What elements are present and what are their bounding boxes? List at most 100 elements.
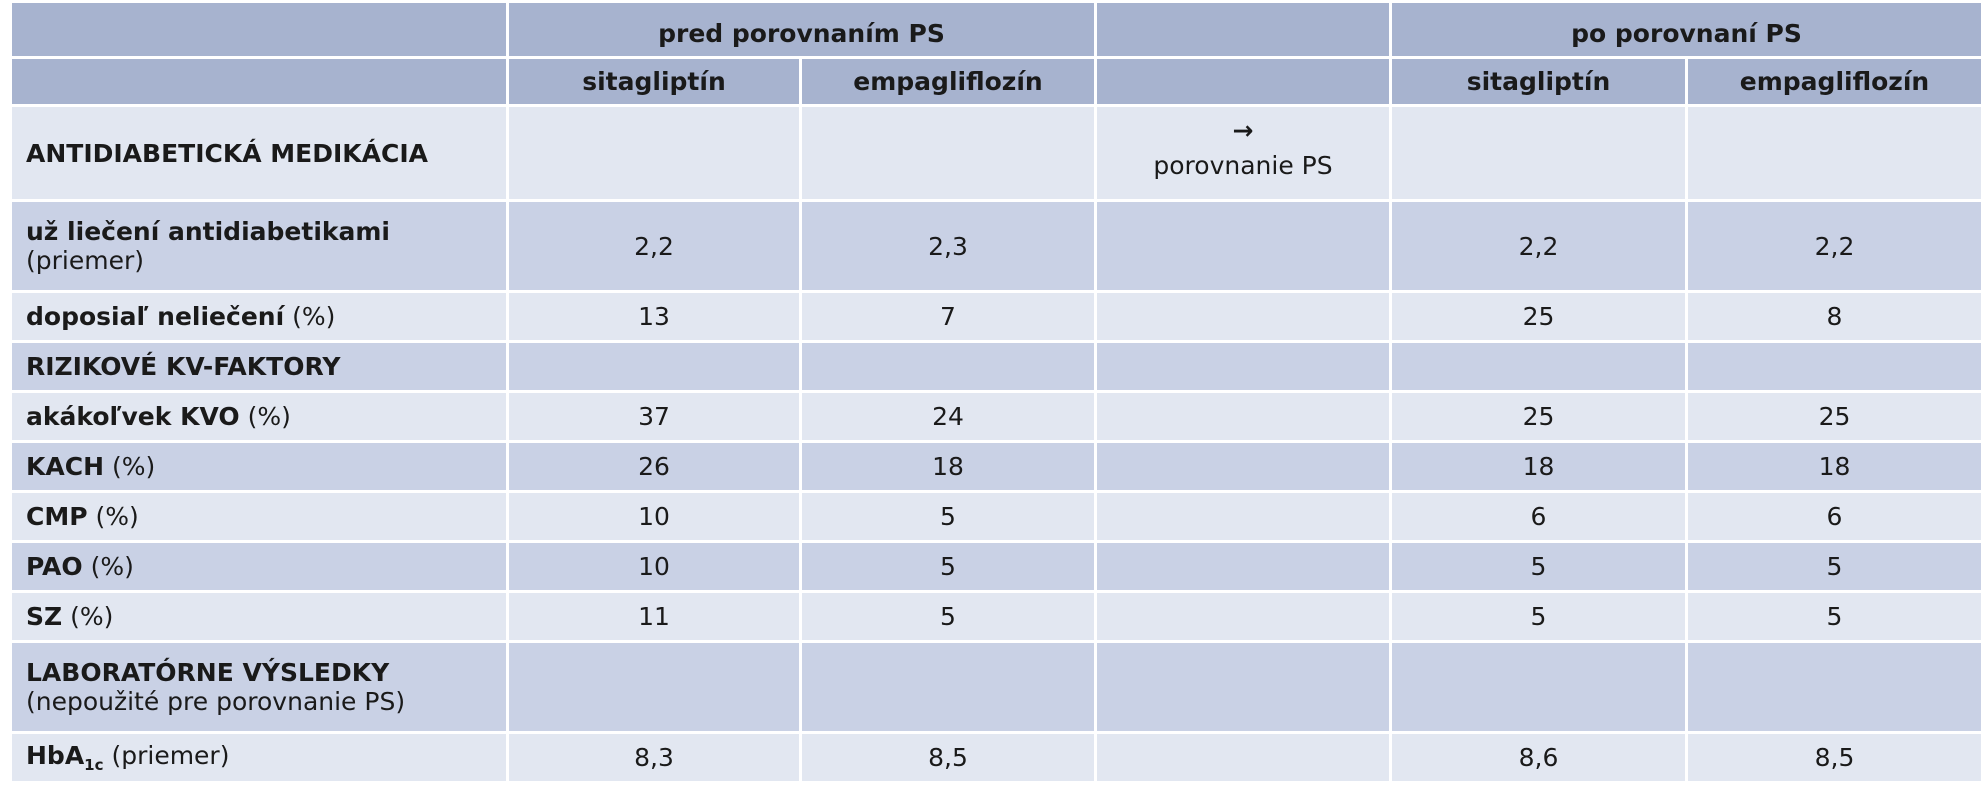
cell-value: 5 bbox=[1685, 590, 1981, 643]
row-label-note: (priemer) bbox=[111, 741, 230, 770]
cell-value bbox=[1685, 104, 1981, 202]
cell-value: 5 bbox=[1389, 540, 1688, 593]
table-row: ANTIDIABETICKÁ MEDIKÁCIA → porovnanie PS bbox=[9, 104, 1981, 202]
header-empty-cell bbox=[1094, 56, 1392, 107]
cell-value bbox=[506, 340, 802, 393]
table-row: akákoľvek KVO (%) 37 24 25 25 bbox=[9, 390, 1981, 443]
cell-empty bbox=[1094, 340, 1392, 393]
row-label: PAO (%) bbox=[9, 540, 509, 593]
table-row: LABORATÓRNE VÝSLEDKY (nepoužité pre porov… bbox=[9, 640, 1981, 734]
header-sitagliptin-before: sitagliptín bbox=[506, 56, 802, 107]
row-label: ANTIDIABETICKÁ MEDIKÁCIA bbox=[9, 104, 509, 202]
cell-empty bbox=[1094, 390, 1392, 443]
table-row: KACH (%) 26 18 18 18 bbox=[9, 440, 1981, 493]
cell-value bbox=[799, 104, 1097, 202]
cell-value: 8,3 bbox=[506, 731, 802, 784]
cell-empty bbox=[1094, 590, 1392, 643]
cell-value bbox=[506, 640, 802, 734]
row-label-subscript: 1c bbox=[84, 756, 104, 774]
cell-empty bbox=[1094, 540, 1392, 593]
cell-value: 18 bbox=[1389, 440, 1688, 493]
row-label: už liečení antidiabetikami (priemer) bbox=[9, 199, 509, 293]
header-empagliflozin-before: empagliflozín bbox=[799, 56, 1097, 107]
cell-value: 10 bbox=[506, 490, 802, 543]
cell-value: 2,2 bbox=[506, 199, 802, 293]
arrow-cell: → porovnanie PS bbox=[1094, 104, 1392, 202]
row-label: akákoľvek KVO (%) bbox=[9, 390, 509, 443]
row-label-main: doposiaľ neliečení bbox=[26, 302, 285, 331]
cell-value: 18 bbox=[799, 440, 1097, 493]
cell-value bbox=[799, 640, 1097, 734]
cell-value: 25 bbox=[1389, 290, 1688, 343]
row-label: CMP (%) bbox=[9, 490, 509, 543]
cell-empty bbox=[1094, 731, 1392, 784]
cell-value: 5 bbox=[1685, 540, 1981, 593]
header-empty-cell bbox=[9, 0, 509, 59]
row-label-note: (priemer) bbox=[26, 246, 144, 275]
cell-empty bbox=[1094, 290, 1392, 343]
row-label-main: akákoľvek KVO bbox=[26, 402, 240, 431]
row-label: KACH (%) bbox=[9, 440, 509, 493]
table-row: PAO (%) 10 5 5 5 bbox=[9, 540, 1981, 593]
table-row: SZ (%) 11 5 5 5 bbox=[9, 590, 1981, 643]
cell-value: 6 bbox=[1389, 490, 1688, 543]
row-label-main: CMP bbox=[26, 502, 88, 531]
header-empty-cell bbox=[1094, 0, 1392, 59]
row-label: LABORATÓRNE VÝSLEDKY (nepoužité pre porov… bbox=[9, 640, 509, 734]
cell-value: 7 bbox=[799, 290, 1097, 343]
cell-value: 37 bbox=[506, 390, 802, 443]
row-label-main: SZ bbox=[26, 602, 63, 631]
cell-value: 10 bbox=[506, 540, 802, 593]
row-label-main: PAO bbox=[26, 552, 83, 581]
cell-value: 26 bbox=[506, 440, 802, 493]
cell-value: 25 bbox=[1685, 390, 1981, 443]
row-label-note: (%) bbox=[95, 502, 139, 531]
cell-value bbox=[1389, 340, 1688, 393]
cell-value: 13 bbox=[506, 290, 802, 343]
cell-value: 6 bbox=[1685, 490, 1981, 543]
cell-value: 5 bbox=[799, 590, 1097, 643]
cell-value: 18 bbox=[1685, 440, 1981, 493]
row-label: RIZIKOVÉ KV-FAKTORY bbox=[9, 340, 509, 393]
cell-value: 5 bbox=[799, 490, 1097, 543]
cell-value bbox=[1685, 340, 1981, 393]
cell-value: 2,3 bbox=[799, 199, 1097, 293]
table-row: doposiaľ neliečení (%) 13 7 25 8 bbox=[9, 290, 1981, 343]
cell-value: 24 bbox=[799, 390, 1097, 443]
arrow-label: porovnanie PS bbox=[1153, 151, 1333, 180]
row-label: doposiaľ neliečení (%) bbox=[9, 290, 509, 343]
row-label-main: HbA1c bbox=[26, 741, 104, 774]
header-group-before: pred porovnaním PS bbox=[506, 0, 1097, 59]
cell-value: 11 bbox=[506, 590, 802, 643]
table-row: už liečení antidiabetikami (priemer) 2,2 … bbox=[9, 199, 1981, 293]
header-sitagliptin-after: sitagliptín bbox=[1389, 56, 1688, 107]
row-label-note: (%) bbox=[70, 602, 114, 631]
header-empagliflozin-after: empagliflozín bbox=[1685, 56, 1981, 107]
header-row-groups: pred porovnaním PS po porovnaní PS bbox=[9, 0, 1981, 59]
cell-value: 8,5 bbox=[1685, 731, 1981, 784]
cell-value bbox=[1389, 104, 1688, 202]
row-label-note: (nepoužité pre porovnanie PS) bbox=[26, 687, 406, 716]
table-row: RIZIKOVÉ KV-FAKTORY bbox=[9, 340, 1981, 393]
row-label-note: (%) bbox=[111, 452, 156, 481]
cell-value: 5 bbox=[799, 540, 1097, 593]
row-label-main: LABORATÓRNE VÝSLEDKY bbox=[26, 658, 390, 687]
cell-value: 8,6 bbox=[1389, 731, 1688, 784]
header-row-drugs: sitagliptín empagliflozín sitagliptín em… bbox=[9, 56, 1981, 107]
arrow-icon: → bbox=[1232, 116, 1254, 145]
cell-value: 2,2 bbox=[1685, 199, 1981, 293]
comparison-table: pred porovnaním PS po porovnaní PS sitag… bbox=[9, 0, 1981, 784]
row-label-main: KACH bbox=[26, 452, 104, 481]
cell-empty bbox=[1094, 199, 1392, 293]
cell-value: 2,2 bbox=[1389, 199, 1688, 293]
cell-value bbox=[506, 104, 802, 202]
cell-value bbox=[1389, 640, 1688, 734]
cell-value: 25 bbox=[1389, 390, 1688, 443]
cell-value: 5 bbox=[1389, 590, 1688, 643]
row-label: SZ (%) bbox=[9, 590, 509, 643]
row-label-note: (%) bbox=[247, 402, 291, 431]
header-group-after: po porovnaní PS bbox=[1389, 0, 1981, 59]
cell-empty bbox=[1094, 640, 1392, 734]
row-label-note: (%) bbox=[90, 552, 134, 581]
row-label-main: už liečení antidiabetikami bbox=[26, 217, 391, 246]
